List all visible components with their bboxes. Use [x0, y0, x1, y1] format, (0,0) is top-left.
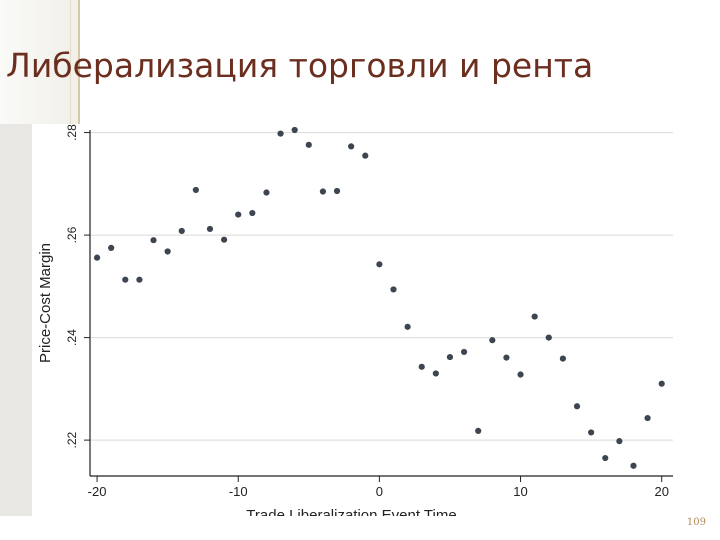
data-point [348, 143, 355, 150]
data-point [206, 225, 214, 233]
scatter-chart: .22 .24 .26 .28 -20 -10 0 10 20 Price-Cost Marg… [37, 124, 673, 516]
data-point [178, 227, 185, 235]
x-tick-label: 20 [654, 484, 668, 499]
data-point [616, 438, 623, 445]
data-point [545, 334, 552, 341]
x-axis-label: Trade Liberalization Event Time [246, 507, 456, 516]
page-number: 109 [686, 517, 706, 528]
data-point [602, 454, 609, 462]
data-point [277, 130, 284, 137]
data-point [432, 370, 439, 377]
x-tick-label: -10 [229, 484, 248, 499]
y-tick-label: .22 [65, 431, 79, 448]
data-point [531, 313, 538, 320]
data-point [150, 237, 157, 244]
y-tick-label: .26 [65, 226, 79, 243]
y-tick-label: .24 [65, 329, 79, 346]
slide-frame-decoration [0, 0, 80, 124]
data-point [517, 371, 524, 378]
data-point [235, 211, 242, 218]
data-point [122, 276, 129, 283]
data-point [559, 355, 566, 362]
data-point [305, 141, 312, 148]
chart-panel: .22 .24 .26 .28 -20 -10 0 10 20 Price-Cost Marg… [32, 124, 692, 516]
data-point [263, 189, 270, 196]
data-point [404, 323, 411, 330]
data-point [446, 353, 454, 361]
data-point [588, 429, 595, 436]
image-left-margin [0, 124, 32, 516]
x-ticks: -20 -10 0 10 20 [88, 476, 669, 499]
data-points [93, 126, 665, 469]
slide-title: Либерализация торговли и рента [6, 46, 594, 85]
data-point [93, 254, 101, 261]
y-axis-label: Price-Cost Margin [37, 243, 54, 363]
gridlines [90, 132, 673, 441]
data-point [362, 152, 369, 159]
data-point [249, 209, 256, 217]
data-point [630, 462, 637, 469]
data-point [475, 427, 482, 434]
data-point [164, 248, 171, 255]
x-tick-label: 0 [376, 484, 383, 499]
data-point [221, 236, 228, 243]
data-point [376, 261, 383, 268]
data-point [192, 186, 199, 194]
data-point [333, 187, 341, 195]
data-point [136, 276, 143, 283]
y-tick-label: .28 [65, 124, 79, 141]
data-point [460, 348, 468, 356]
data-point [644, 414, 651, 422]
data-point [418, 363, 425, 370]
data-point [390, 286, 397, 293]
data-point [319, 188, 327, 195]
data-point [573, 403, 581, 410]
data-point [108, 244, 115, 251]
data-point [503, 354, 510, 361]
x-tick-label: 10 [513, 484, 527, 499]
data-point [291, 126, 298, 134]
y-ticks: .22 .24 .26 .28 [65, 124, 90, 448]
data-point [658, 380, 665, 387]
x-tick-label: -20 [88, 484, 107, 499]
data-point [489, 337, 496, 344]
